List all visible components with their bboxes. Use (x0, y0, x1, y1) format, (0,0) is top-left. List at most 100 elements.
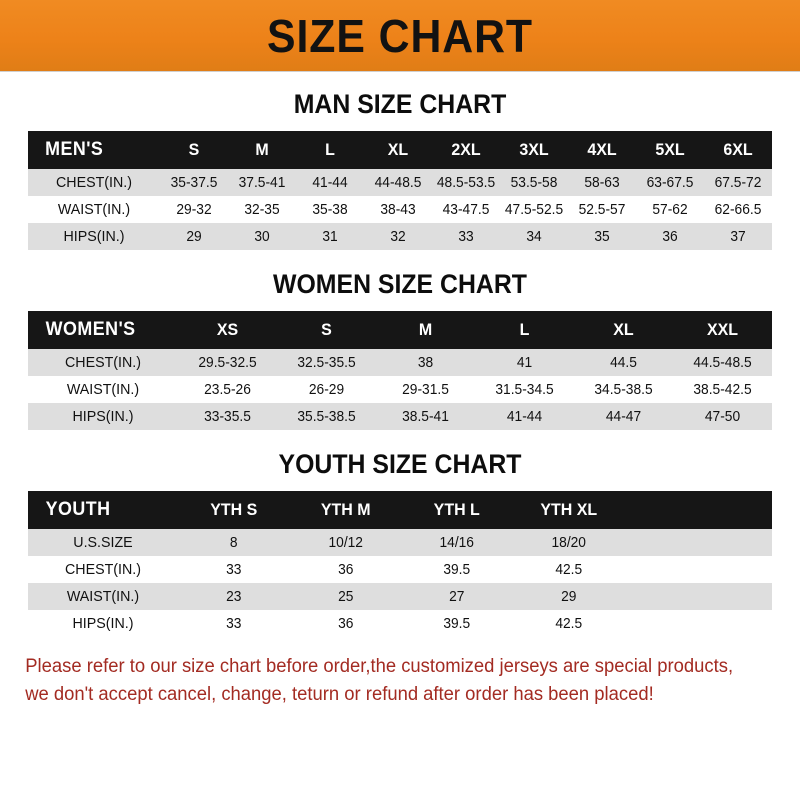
table-row: CHEST(IN.) 33 36 39.5 42.5 (28, 556, 772, 583)
youth-row-label-3: HIPS(IN.) (72, 615, 134, 632)
men-cell-1-3: 38-43 (380, 201, 416, 218)
youth-cell-0-2: 14/16 (439, 534, 474, 551)
men-cell-1-2: 35-38 (312, 201, 348, 218)
youth-cell-3-1: 36 (337, 615, 353, 632)
youth-cell-3-0: 33 (226, 615, 242, 632)
youth-size-table-wrap: YOUTH YTH S YTH M YTH L YTH XL U.S.SIZE 8 10/… (0, 491, 800, 637)
men-cell-2-2: 31 (322, 228, 338, 245)
women-size-table-wrap: WOMEN'S XS S M L XL XXL CHEST(IN.) 29.5-32.5 32… (0, 311, 800, 430)
men-cell-1-4: 43-47.5 (442, 201, 490, 218)
women-table-header: WOMEN'S XS S M L XL XXL (28, 311, 772, 349)
women-cell-1-4: 34.5-38.5 (594, 381, 653, 398)
men-col-header-6: 4XL (587, 140, 617, 159)
men-col-header-3: XL (387, 140, 409, 159)
youth-cell-spacer-2 (628, 583, 769, 610)
youth-cell-2-1: 25 (337, 588, 353, 605)
women-cell-1-5: 38.5-42.5 (693, 381, 752, 398)
women-col-header-3: L (519, 320, 530, 339)
disclaimer-line-1: Please refer to our size chart before or… (25, 656, 734, 677)
youth-col-header-2: YTH L (433, 500, 480, 519)
men-cell-2-8: 37 (730, 228, 746, 245)
youth-cell-2-3: 29 (560, 588, 576, 605)
youth-cell-spacer-1 (628, 556, 769, 583)
women-cell-0-0: 29.5-32.5 (198, 354, 257, 371)
women-cell-2-0: 33-35.5 (204, 408, 251, 425)
men-cell-2-0: 29 (186, 228, 202, 245)
women-cell-0-3: 41 (516, 354, 533, 371)
table-row: CHEST(IN.) 35-37.5 37.5-41 41-44 44-48.5 48.5… (28, 169, 772, 196)
youth-cell-1-2: 39.5 (443, 561, 471, 578)
men-table-header: MEN'S S M L XL 2XL 3XL 4XL 5XL 6XL (28, 131, 772, 169)
youth-cell-1-3: 42.5 (554, 561, 582, 578)
women-cell-1-2: 29-31.5 (402, 381, 449, 398)
women-size-table: WOMEN'S XS S M L XL XXL CHEST(IN.) 29.5-32.5 32… (28, 311, 772, 430)
men-cell-1-5: 47.5-52.5 (504, 201, 564, 218)
table-row: HIPS(IN.) 33-35.5 35.5-38.5 38.5-41 41-44 44-… (28, 403, 772, 430)
youth-cell-0-0: 8 (229, 534, 238, 551)
men-cell-0-3: 44-48.5 (374, 174, 422, 191)
page-banner: SIZE CHART (0, 0, 800, 72)
youth-cell-3-2: 39.5 (443, 615, 471, 632)
women-table-body: CHEST(IN.) 29.5-32.5 32.5-35.5 38 41 44.5 44.5… (28, 349, 772, 430)
men-cell-2-7: 36 (662, 228, 678, 245)
men-cell-2-5: 34 (526, 228, 542, 245)
order-disclaimer: Please refer to our size chart before or… (0, 653, 776, 708)
women-row-label-1: WAIST(IN.) (66, 381, 140, 398)
youth-col-header-0: YTH S (210, 500, 258, 519)
youth-cell-spacer-3 (628, 610, 769, 637)
women-cell-0-4: 44.5 (610, 354, 637, 371)
men-col-header-7: 5XL (655, 140, 685, 159)
table-header-row: YOUTH YTH S YTH M YTH L YTH XL (28, 491, 772, 529)
men-cell-2-1: 30 (254, 228, 270, 245)
men-cell-1-1: 32-35 (244, 201, 280, 218)
men-cell-0-8: 67.5-72 (714, 174, 762, 191)
women-col-header-2: M (418, 320, 433, 339)
youth-col-header-spacer (628, 491, 767, 529)
women-row-label-header: WOMEN'S (45, 319, 136, 340)
women-row-label-2: HIPS(IN.) (72, 408, 134, 425)
women-cell-2-2: 38.5-41 (402, 408, 449, 425)
men-cell-1-7: 57-62 (652, 201, 688, 218)
section-title-youth: YOUTH SIZE CHART (278, 449, 522, 479)
section-title-women: WOMEN SIZE CHART (273, 269, 527, 299)
youth-cell-3-3: 42.5 (554, 615, 582, 632)
youth-cell-spacer-0 (628, 529, 769, 556)
women-col-header-5: XXL (706, 320, 739, 339)
men-cell-0-2: 41-44 (312, 174, 348, 191)
youth-cell-2-0: 23 (226, 588, 242, 605)
women-col-header-4: XL (613, 320, 634, 339)
men-row-label-header: MEN'S (45, 139, 104, 160)
women-cell-2-3: 41-44 (506, 408, 543, 425)
women-cell-1-3: 31.5-34.5 (495, 381, 554, 398)
table-row: HIPS(IN.) 29 30 31 32 33 34 35 36 37 (28, 223, 772, 250)
table-row: WAIST(IN.) 23.5-26 26-29 29-31.5 31.5-34.5 34… (28, 376, 772, 403)
table-header-row: MEN'S S M L XL 2XL 3XL 4XL 5XL 6XL (28, 131, 772, 169)
men-row-label-2: HIPS(IN.) (63, 228, 125, 245)
men-col-header-5: 3XL (519, 140, 549, 159)
men-table-body: CHEST(IN.) 35-37.5 37.5-41 41-44 44-48.5 48.5… (28, 169, 772, 250)
men-cell-1-0: 29-32 (176, 201, 212, 218)
men-cell-0-6: 58-63 (584, 174, 620, 191)
disclaimer-line-2: we don't accept cancel, change, teturn o… (25, 683, 654, 705)
table-row: WAIST(IN.) 29-32 32-35 35-38 38-43 43-47.5 47.… (28, 196, 772, 223)
youth-size-table: YOUTH YTH S YTH M YTH L YTH XL U.S.SIZE 8 10/… (28, 491, 772, 637)
youth-col-header-1: YTH M (320, 500, 371, 519)
women-col-header-1: S (321, 320, 332, 339)
women-cell-1-1: 26-29 (308, 381, 345, 398)
men-cell-0-1: 37.5-41 (238, 174, 286, 191)
table-row: CHEST(IN.) 29.5-32.5 32.5-35.5 38 41 44.5 44.5… (28, 349, 772, 376)
women-cell-2-1: 35.5-38.5 (297, 408, 356, 425)
table-row: U.S.SIZE 8 10/12 14/16 18/20 (28, 529, 772, 556)
women-col-header-0: XS (216, 320, 239, 339)
table-row: HIPS(IN.) 33 36 39.5 42.5 (28, 610, 772, 637)
men-cell-0-4: 48.5-53.5 (436, 174, 496, 191)
men-col-header-0: S (188, 140, 200, 159)
youth-table-body: U.S.SIZE 8 10/12 14/16 18/20 CHEST(IN.) 33 36 39… (28, 529, 772, 637)
youth-cell-1-1: 36 (337, 561, 353, 578)
men-cell-0-0: 35-37.5 (170, 174, 218, 191)
men-col-header-8: 6XL (723, 140, 753, 159)
men-cell-2-3: 32 (390, 228, 406, 245)
men-col-header-4: 2XL (451, 140, 481, 159)
women-cell-0-5: 44.5-48.5 (693, 354, 752, 371)
men-row-label-0: CHEST(IN.) (56, 174, 132, 191)
